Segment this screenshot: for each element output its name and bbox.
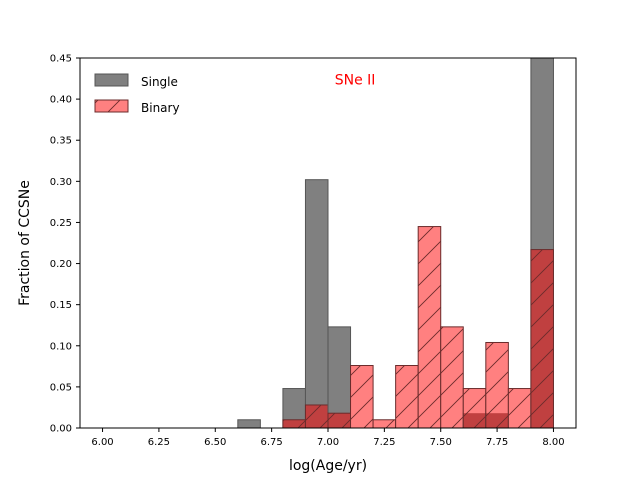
y-tick-label: 0.15: [50, 300, 72, 311]
bar-single-6.9: [304, 179, 329, 429]
bar-binary-hatch-7.4: [417, 226, 442, 429]
x-tick-label: 7.75: [486, 437, 508, 448]
y-tick-label: 0.25: [50, 218, 72, 229]
bar-binary-hatch-7.6: [462, 388, 487, 429]
y-tick-label: 0.00: [50, 424, 72, 435]
bar-binary-hatch-7.8: [507, 388, 532, 429]
x-tick-label: 7.50: [430, 437, 452, 448]
bar-binary-hatch-7.9: [530, 249, 554, 429]
bar-binary-hatch-7.2: [372, 419, 397, 429]
bar-binary-hatch-7.0: [327, 412, 352, 429]
y-tick-label: 0.10: [50, 341, 72, 352]
legend-swatch-binary-hatch: [95, 100, 128, 112]
x-tick-label: 6.75: [261, 437, 283, 448]
bars-layer: [237, 57, 554, 429]
bar-binary-hatch-7.3: [395, 365, 419, 429]
x-tick-label: 7.00: [317, 437, 339, 448]
legend-label-single: Single: [141, 75, 178, 89]
y-axis-ticks: 0.00 0.05 0.10 0.15 0.20 0.25 0.30 0.35 0.40 0.45: [50, 54, 80, 435]
bar-binary-hatch-7.7: [485, 341, 509, 429]
bar-binary-hatch-6.8: [282, 419, 306, 429]
y-tick-label: 0.30: [50, 177, 72, 188]
legend-swatch-single: [94, 73, 129, 87]
y-tick-label: 0.45: [50, 54, 72, 65]
chart-annotation: SNe II: [335, 72, 376, 88]
bar-single-6.6: [237, 419, 261, 429]
x-tick-label: 8.00: [542, 437, 564, 448]
x-axis-label: log(Age/yr): [289, 458, 367, 474]
y-tick-label: 0.20: [50, 259, 72, 270]
x-tick-label: 6.25: [148, 437, 170, 448]
y-tick-label: 0.35: [50, 136, 72, 147]
x-axis-ticks: 6.00 6.25 6.50 6.75 7.00 7.25 7.50 7.75 8.00: [91, 428, 565, 448]
bar-binary-hatch-7.1: [350, 365, 374, 429]
y-axis-label: Fraction of CCSNe: [17, 180, 33, 306]
bar-binary-hatch-6.9: [304, 404, 329, 429]
legend-label-binary: Binary: [141, 101, 180, 115]
x-tick-label: 7.25: [373, 437, 395, 448]
y-tick-label: 0.40: [50, 95, 72, 106]
x-tick-label: 6.50: [204, 437, 226, 448]
x-tick-label: 6.00: [91, 437, 113, 448]
bar-binary-hatch-7.5: [440, 326, 464, 429]
legend: Single Binary: [94, 73, 180, 115]
y-tick-label: 0.05: [50, 382, 72, 393]
